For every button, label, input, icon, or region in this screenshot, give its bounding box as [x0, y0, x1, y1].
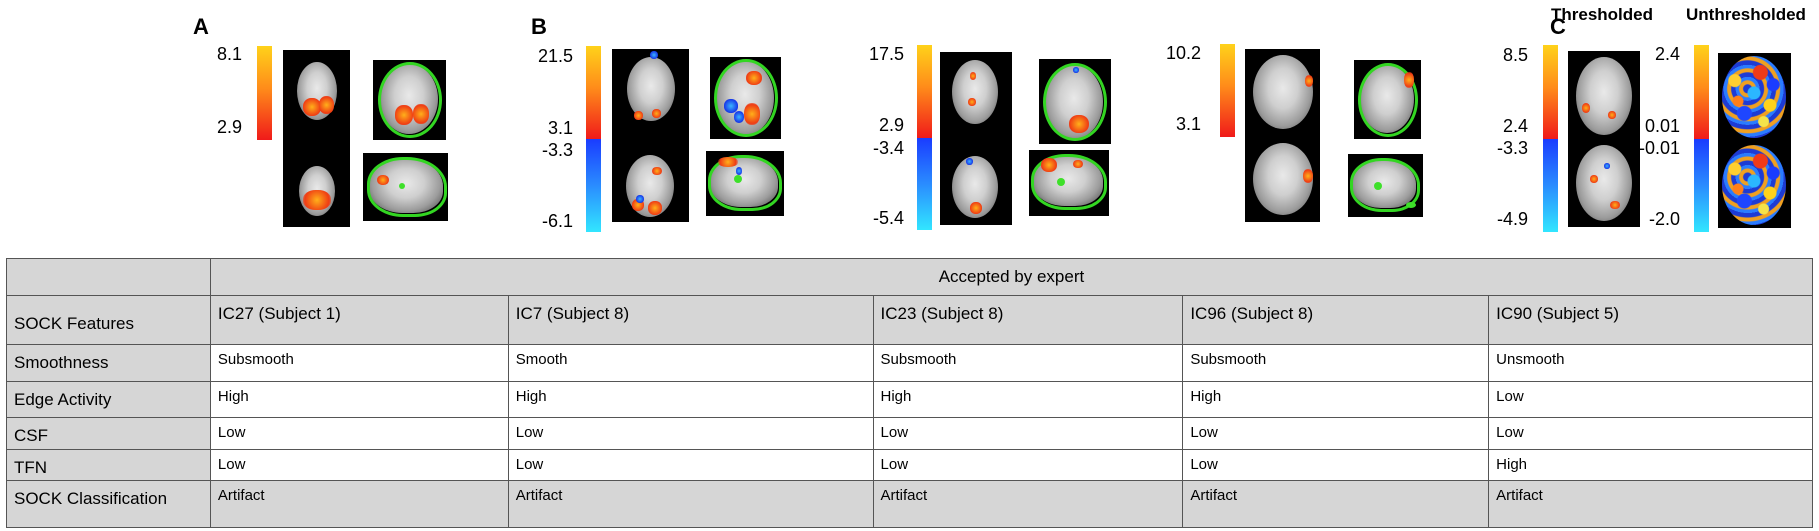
- unthresholded-axial-image: [1718, 53, 1791, 228]
- colorbar-tick: -3.4: [872, 138, 904, 158]
- axial-slices-image: [283, 50, 350, 227]
- axial-slices-image: [612, 49, 689, 222]
- table-cell: High: [209, 381, 509, 418]
- group-header: Accepted by expert: [209, 258, 1814, 296]
- table-cell: Artifact: [1488, 480, 1813, 528]
- unthresholded-header: Unthresholded: [1686, 5, 1806, 24]
- colorbar-tick: 21.5: [537, 46, 573, 66]
- colorbar-tick: -6.1: [541, 211, 573, 231]
- panel-label-c: C: [1550, 14, 1566, 39]
- table-cell: Low: [872, 449, 1184, 481]
- table-cell: Artifact: [1182, 480, 1490, 528]
- row-label: TFN: [6, 449, 211, 481]
- axial-overlay-image: [1354, 60, 1421, 139]
- colorbar-tick: 3.1: [547, 118, 573, 138]
- colorbar-warm: [917, 45, 932, 138]
- row-label: CSF: [6, 417, 211, 450]
- table-cell: Artifact: [872, 480, 1184, 528]
- colorbar-tick: -5.4: [872, 208, 904, 228]
- colorbar-tick: 17.5: [868, 44, 904, 64]
- colorbar-tick: 0.01: [1644, 116, 1680, 136]
- colorbar-tick: -3.3: [541, 140, 573, 160]
- colorbar-tick: -2.0: [1648, 209, 1680, 229]
- table-cell: Unsmooth: [1488, 344, 1813, 382]
- table-cell: Low: [1488, 381, 1813, 418]
- thresholded-axial-image: [1568, 51, 1640, 227]
- sagittal-overlay-image: [363, 153, 448, 221]
- colorbar-cool: [917, 138, 932, 230]
- axial-slices-image: [940, 52, 1012, 225]
- colorbar-warm: [586, 46, 601, 139]
- axial-overlay-image: [1039, 59, 1111, 144]
- table-cell: Low: [209, 449, 509, 481]
- colorbar-warm: [1694, 45, 1709, 139]
- colorbar-tick: 3.1: [1175, 114, 1201, 134]
- colorbar-tick: -3.3: [1496, 138, 1528, 158]
- table-row: Smoothness Subsmooth Smooth Subsmooth Su…: [6, 344, 1813, 382]
- panel-label-b: B: [531, 14, 547, 39]
- colorbar-tick: -4.9: [1496, 209, 1528, 229]
- sagittal-overlay-image: [706, 151, 784, 216]
- panel-label-a: A: [193, 14, 209, 39]
- column-header: IC90 (Subject 5): [1488, 295, 1813, 345]
- colorbar-tick: 2.4: [1502, 116, 1528, 136]
- table-cell: Subsmooth: [1182, 344, 1490, 382]
- colorbar-cool: [1694, 139, 1709, 232]
- row-label: Smoothness: [6, 344, 211, 382]
- table-cell: Subsmooth: [872, 344, 1184, 382]
- colorbar-tick: -0.01: [1638, 138, 1680, 158]
- table-cell: High: [1182, 381, 1490, 418]
- table-cell: Subsmooth: [209, 344, 509, 382]
- table-row: Edge Activity High High High High Low: [6, 381, 1813, 418]
- colorbar-warm: [257, 46, 272, 140]
- table-cell: Low: [1182, 417, 1490, 450]
- column-header: IC7 (Subject 8): [507, 295, 874, 345]
- column-header: IC27 (Subject 1): [209, 295, 509, 345]
- colorbar-tick: 2.9: [878, 115, 904, 135]
- table-cell: Low: [872, 417, 1184, 450]
- colorbar-tick: 8.1: [216, 44, 242, 64]
- features-header: SOCK Features: [6, 295, 211, 345]
- table-cell: Low: [209, 417, 509, 450]
- table-cell: Low: [507, 417, 874, 450]
- row-label: SOCK Classification: [6, 480, 211, 528]
- colorbar-cool: [586, 139, 601, 232]
- column-header: IC96 (Subject 8): [1182, 295, 1490, 345]
- sagittal-overlay-image: [1029, 150, 1109, 216]
- colorbar-cool: [1543, 139, 1558, 232]
- table-row: SOCK Classification Artifact Artifact Ar…: [6, 480, 1813, 528]
- thresholded-header: Thresholded: [1551, 5, 1654, 24]
- colorbar-tick: 10.2: [1165, 43, 1201, 63]
- axial-overlay-image: [710, 57, 781, 139]
- table-cell: Smooth: [507, 344, 874, 382]
- axial-slices-image: [1245, 49, 1320, 222]
- table-cell: Low: [1488, 417, 1813, 450]
- table-cell: Artifact: [507, 480, 874, 528]
- axial-overlay-image: [373, 60, 446, 140]
- sagittal-overlay-image: [1348, 154, 1423, 217]
- row-label: Edge Activity: [6, 381, 211, 418]
- colorbar-tick: 2.4: [1654, 44, 1680, 64]
- table-cell: Low: [507, 449, 874, 481]
- colorbar-warm: [1543, 45, 1558, 139]
- table-header-row: SOCK Features IC27 (Subject 1) IC7 (Subj…: [6, 295, 1813, 345]
- table-cell: High: [1488, 449, 1813, 481]
- table-cell: Low: [1182, 449, 1490, 481]
- table-cell: High: [872, 381, 1184, 418]
- colorbar-warm: [1220, 44, 1235, 137]
- table-corner-cell: [6, 258, 211, 296]
- table-cell: High: [507, 381, 874, 418]
- column-header: IC23 (Subject 8): [872, 295, 1184, 345]
- table-cell: Artifact: [209, 480, 509, 528]
- table-row: TFN Low Low Low Low High: [6, 449, 1813, 481]
- colorbar-tick: 8.5: [1502, 45, 1528, 65]
- sock-features-table: Accepted by expert SOCK Features IC27 (S…: [6, 258, 1814, 528]
- colorbar-tick: 2.9: [216, 117, 242, 137]
- table-row: CSF Low Low Low Low Low: [6, 417, 1813, 450]
